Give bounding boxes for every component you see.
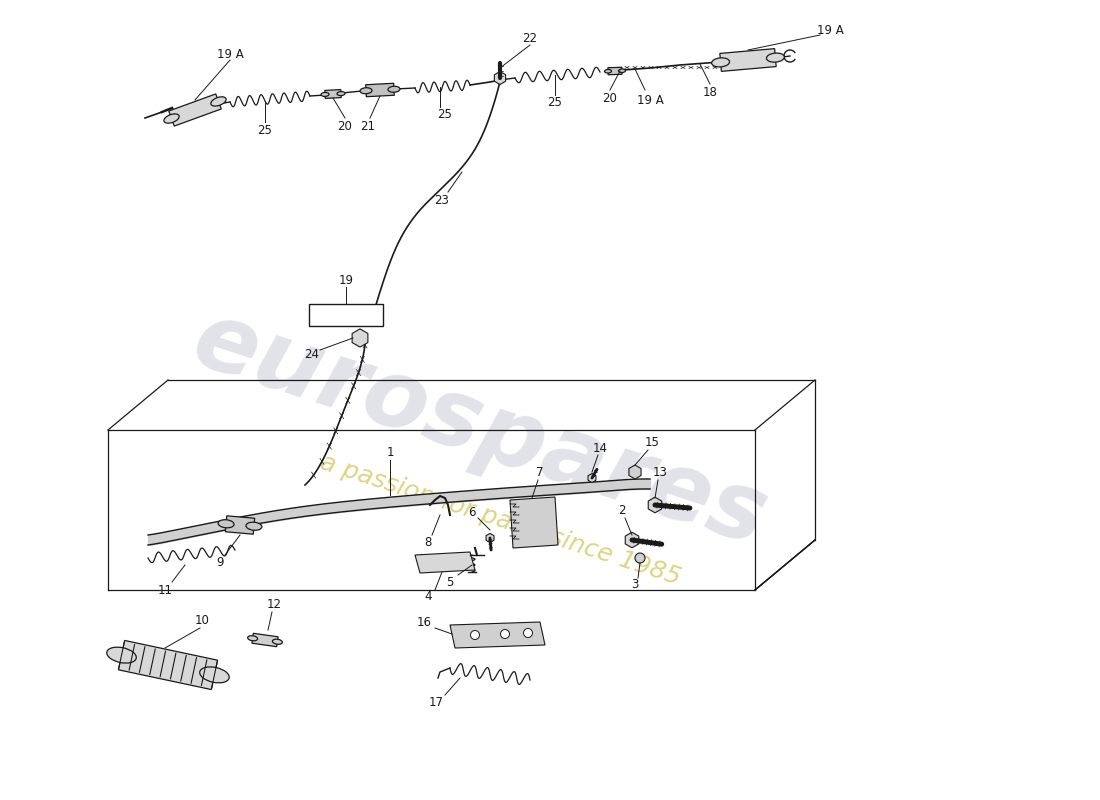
Text: 24: 24: [305, 349, 319, 362]
Polygon shape: [415, 552, 475, 573]
Polygon shape: [324, 90, 341, 98]
Text: 7: 7: [537, 466, 543, 479]
Polygon shape: [625, 532, 639, 548]
Text: eurospares: eurospares: [182, 294, 779, 566]
Polygon shape: [494, 71, 506, 85]
Ellipse shape: [767, 53, 784, 62]
Polygon shape: [168, 94, 221, 126]
Text: 22: 22: [522, 31, 538, 45]
Circle shape: [635, 553, 645, 563]
Text: 17: 17: [429, 695, 443, 709]
Text: 8: 8: [425, 535, 431, 549]
Polygon shape: [608, 67, 623, 74]
Text: 20: 20: [603, 91, 617, 105]
Text: 19 A: 19 A: [314, 310, 339, 320]
Circle shape: [500, 630, 509, 638]
FancyBboxPatch shape: [309, 304, 383, 326]
Text: 13: 13: [652, 466, 668, 479]
Text: 11: 11: [157, 583, 173, 597]
Text: 19 A: 19 A: [816, 23, 844, 37]
Polygon shape: [365, 83, 394, 97]
Polygon shape: [510, 497, 558, 548]
Text: 19: 19: [339, 274, 353, 286]
Text: 15: 15: [645, 437, 659, 450]
Polygon shape: [252, 634, 278, 646]
Text: 10: 10: [195, 614, 209, 626]
Text: 21: 21: [361, 119, 375, 133]
Polygon shape: [450, 622, 544, 648]
Ellipse shape: [605, 70, 612, 73]
Text: 20: 20: [338, 119, 352, 133]
Text: 5: 5: [447, 575, 453, 589]
Text: 20: 20: [355, 310, 370, 320]
Text: 14: 14: [593, 442, 607, 454]
Text: 18: 18: [703, 86, 717, 98]
Ellipse shape: [273, 639, 283, 644]
Text: 4: 4: [425, 590, 431, 603]
Polygon shape: [486, 534, 494, 542]
Text: 2: 2: [618, 503, 626, 517]
Text: 12: 12: [266, 598, 282, 610]
Ellipse shape: [246, 522, 262, 530]
Ellipse shape: [388, 86, 400, 92]
Circle shape: [524, 629, 532, 638]
Polygon shape: [648, 497, 662, 513]
Polygon shape: [119, 641, 218, 690]
Ellipse shape: [218, 520, 234, 528]
Ellipse shape: [712, 58, 729, 67]
Ellipse shape: [618, 69, 626, 73]
Text: 19 A: 19 A: [217, 49, 243, 62]
Ellipse shape: [164, 114, 179, 123]
Polygon shape: [629, 465, 641, 479]
Polygon shape: [226, 516, 254, 534]
Text: 25: 25: [257, 123, 273, 137]
Polygon shape: [719, 49, 777, 71]
Ellipse shape: [248, 636, 257, 641]
Polygon shape: [352, 329, 367, 347]
Circle shape: [471, 630, 480, 639]
Ellipse shape: [321, 93, 329, 97]
Ellipse shape: [337, 91, 345, 95]
Text: 1: 1: [386, 446, 394, 458]
Text: 25: 25: [438, 109, 452, 122]
Ellipse shape: [200, 667, 229, 683]
Text: a passion for parts since 1985: a passion for parts since 1985: [317, 450, 683, 590]
Polygon shape: [588, 474, 596, 482]
Text: 16: 16: [417, 615, 431, 629]
Text: 3: 3: [631, 578, 639, 591]
Text: 23: 23: [434, 194, 450, 206]
Text: 25: 25: [548, 97, 562, 110]
Text: 19 A: 19 A: [637, 94, 663, 106]
Ellipse shape: [211, 97, 227, 106]
Ellipse shape: [107, 647, 136, 663]
Text: 6: 6: [469, 506, 475, 518]
Ellipse shape: [360, 88, 372, 94]
Text: 9: 9: [217, 557, 223, 570]
